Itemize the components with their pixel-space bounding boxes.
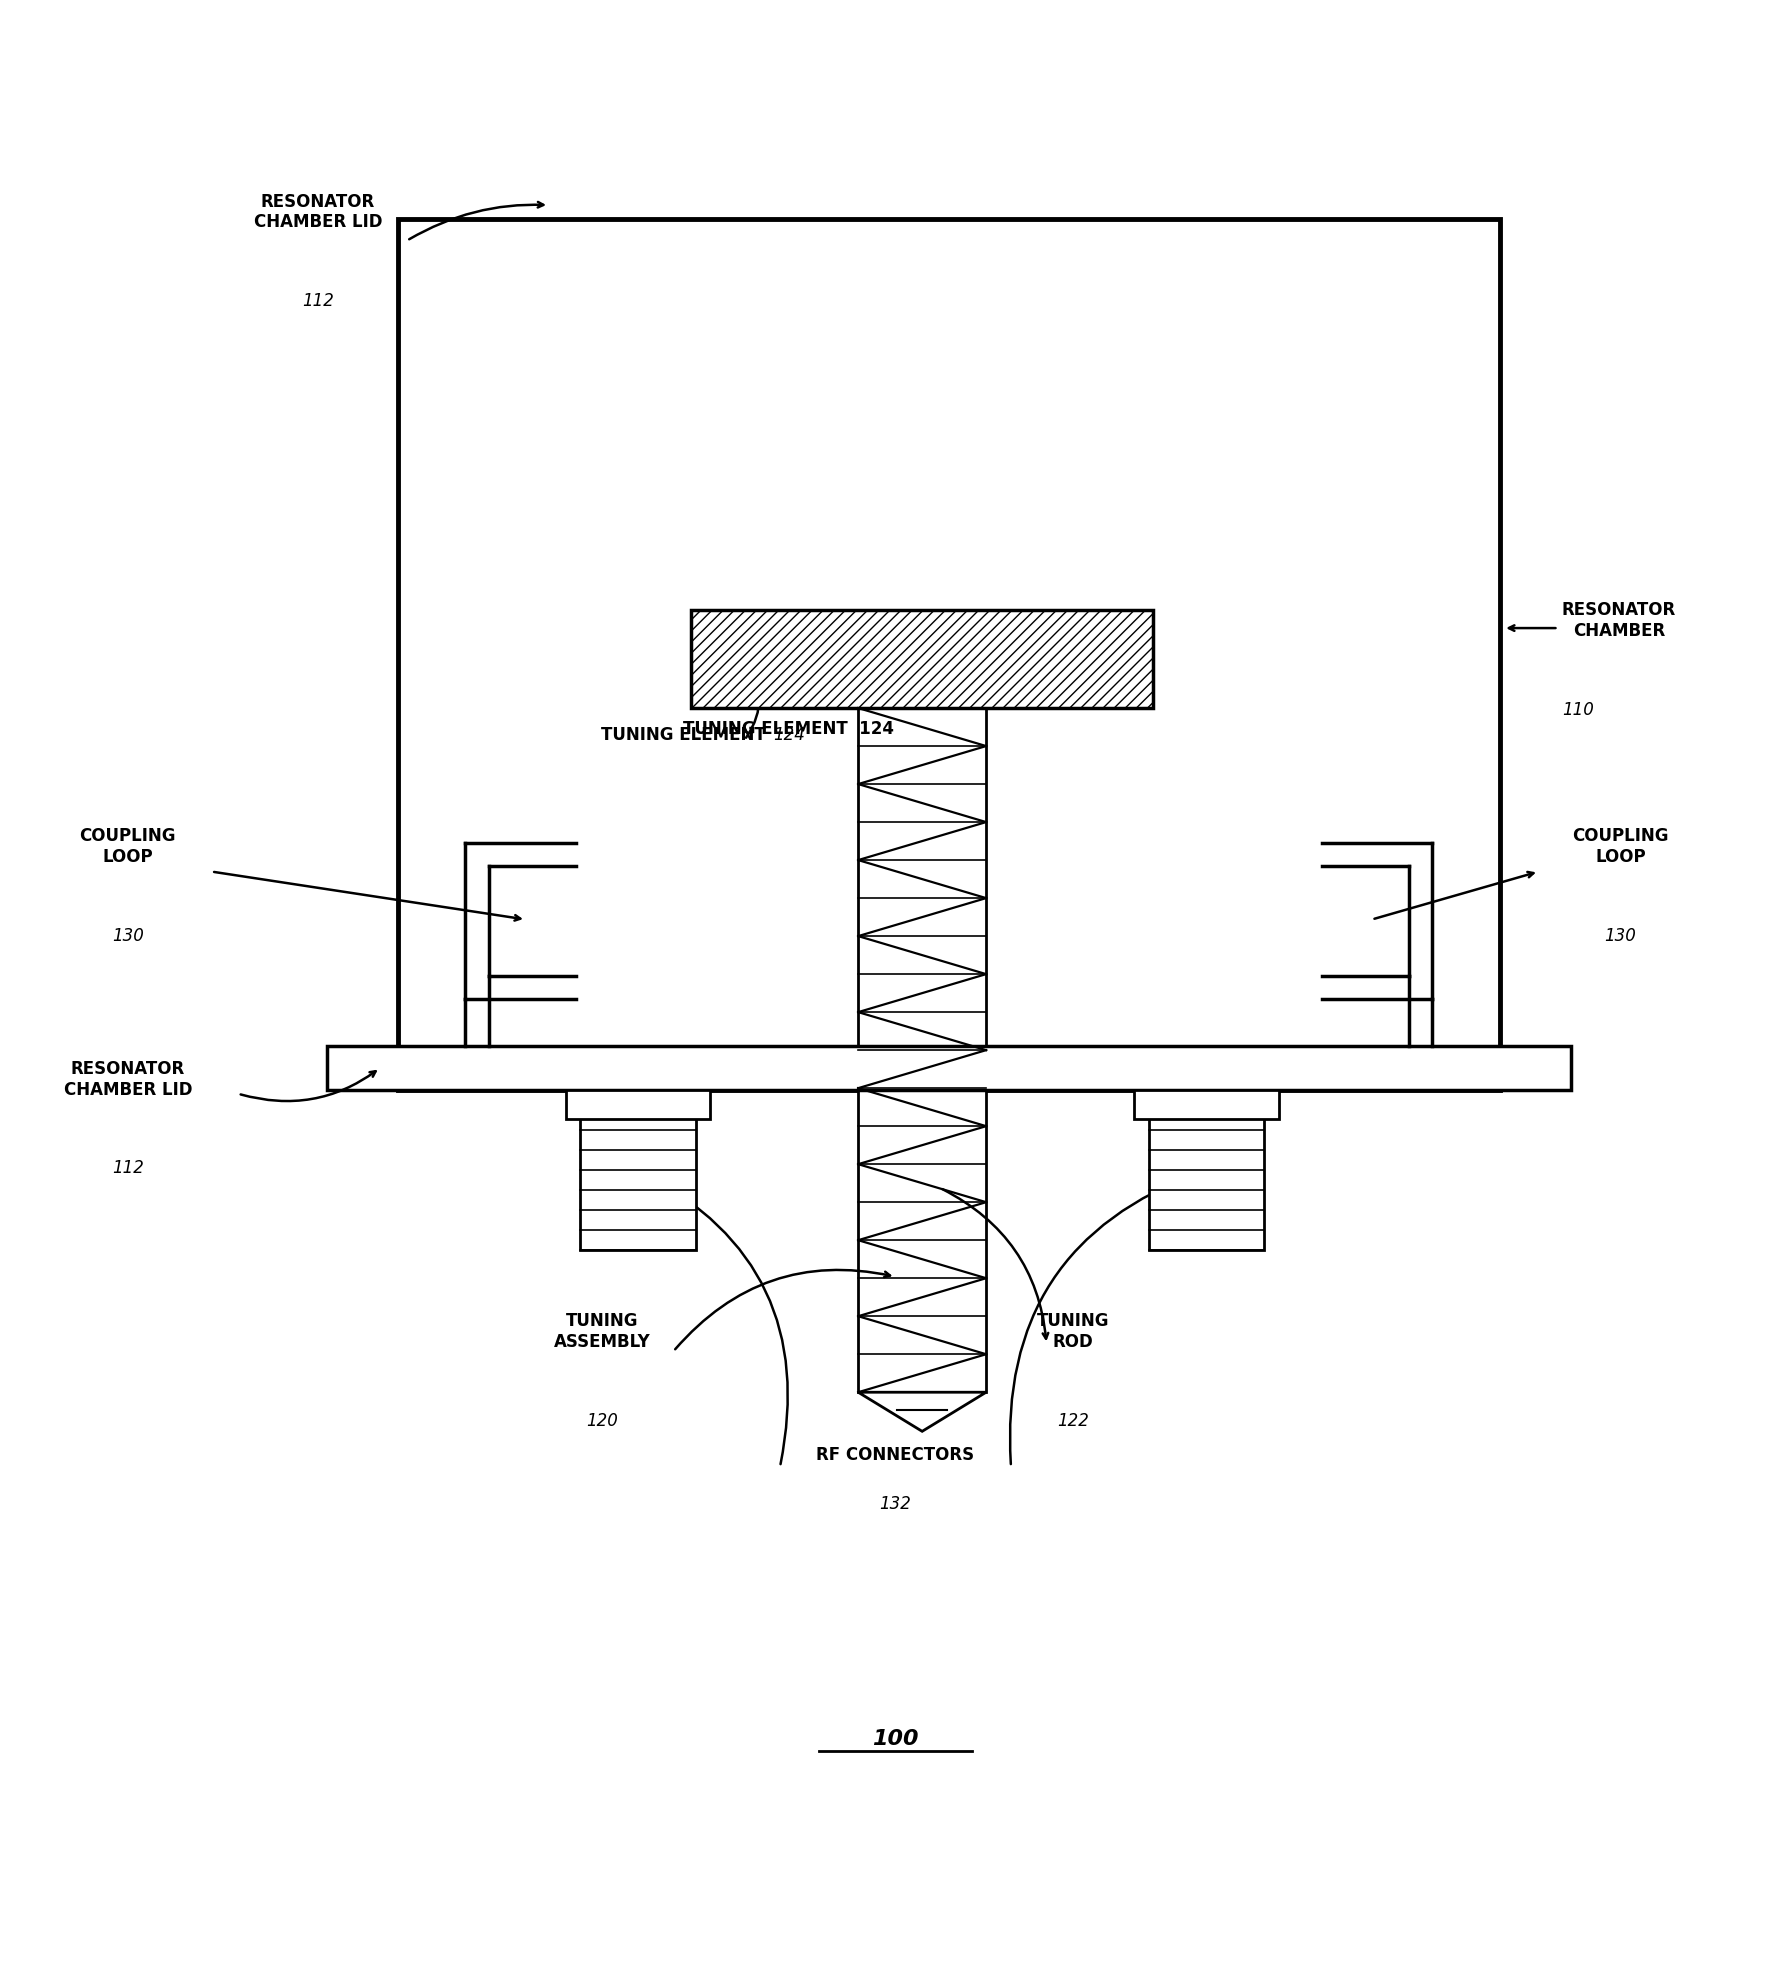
Text: 132: 132	[879, 1495, 912, 1513]
Text: TUNING
ASSEMBLY: TUNING ASSEMBLY	[553, 1312, 650, 1351]
Text: 124: 124	[774, 726, 804, 744]
Bar	[580, 1090, 695, 1251]
Text: TUNING ELEMENT: TUNING ELEMENT	[600, 726, 772, 744]
Text: 130: 130	[111, 926, 143, 944]
Text: 130: 130	[1605, 926, 1637, 944]
Text: RESONATOR
CHAMBER LID: RESONATOR CHAMBER LID	[254, 193, 381, 232]
Text: 112: 112	[303, 293, 333, 311]
Text: 120: 120	[586, 1412, 618, 1430]
Bar	[326, 1046, 1571, 1090]
Bar	[691, 610, 1153, 708]
Text: 100: 100	[872, 1729, 919, 1749]
Text: TUNING
ROD: TUNING ROD	[1037, 1312, 1109, 1351]
Bar	[1148, 1090, 1264, 1251]
Text: RESONATOR
CHAMBER LID: RESONATOR CHAMBER LID	[63, 1060, 192, 1100]
Text: 112: 112	[111, 1159, 143, 1178]
Bar	[691, 610, 1153, 708]
Text: TUNING ELEMENT  124: TUNING ELEMENT 124	[684, 720, 894, 738]
Text: RF CONNECTORS: RF CONNECTORS	[817, 1446, 974, 1463]
Text: 122: 122	[1057, 1412, 1089, 1430]
Text: RESONATOR
CHAMBER: RESONATOR CHAMBER	[1562, 602, 1676, 639]
Bar	[858, 708, 987, 1393]
Text: 110: 110	[1562, 700, 1594, 720]
Bar	[398, 220, 1499, 1090]
Text: COUPLING
LOOP: COUPLING LOOP	[1572, 826, 1669, 865]
Bar	[1134, 1090, 1279, 1119]
Bar	[566, 1090, 709, 1119]
Text: COUPLING
LOOP: COUPLING LOOP	[79, 826, 176, 865]
Polygon shape	[858, 1393, 987, 1432]
